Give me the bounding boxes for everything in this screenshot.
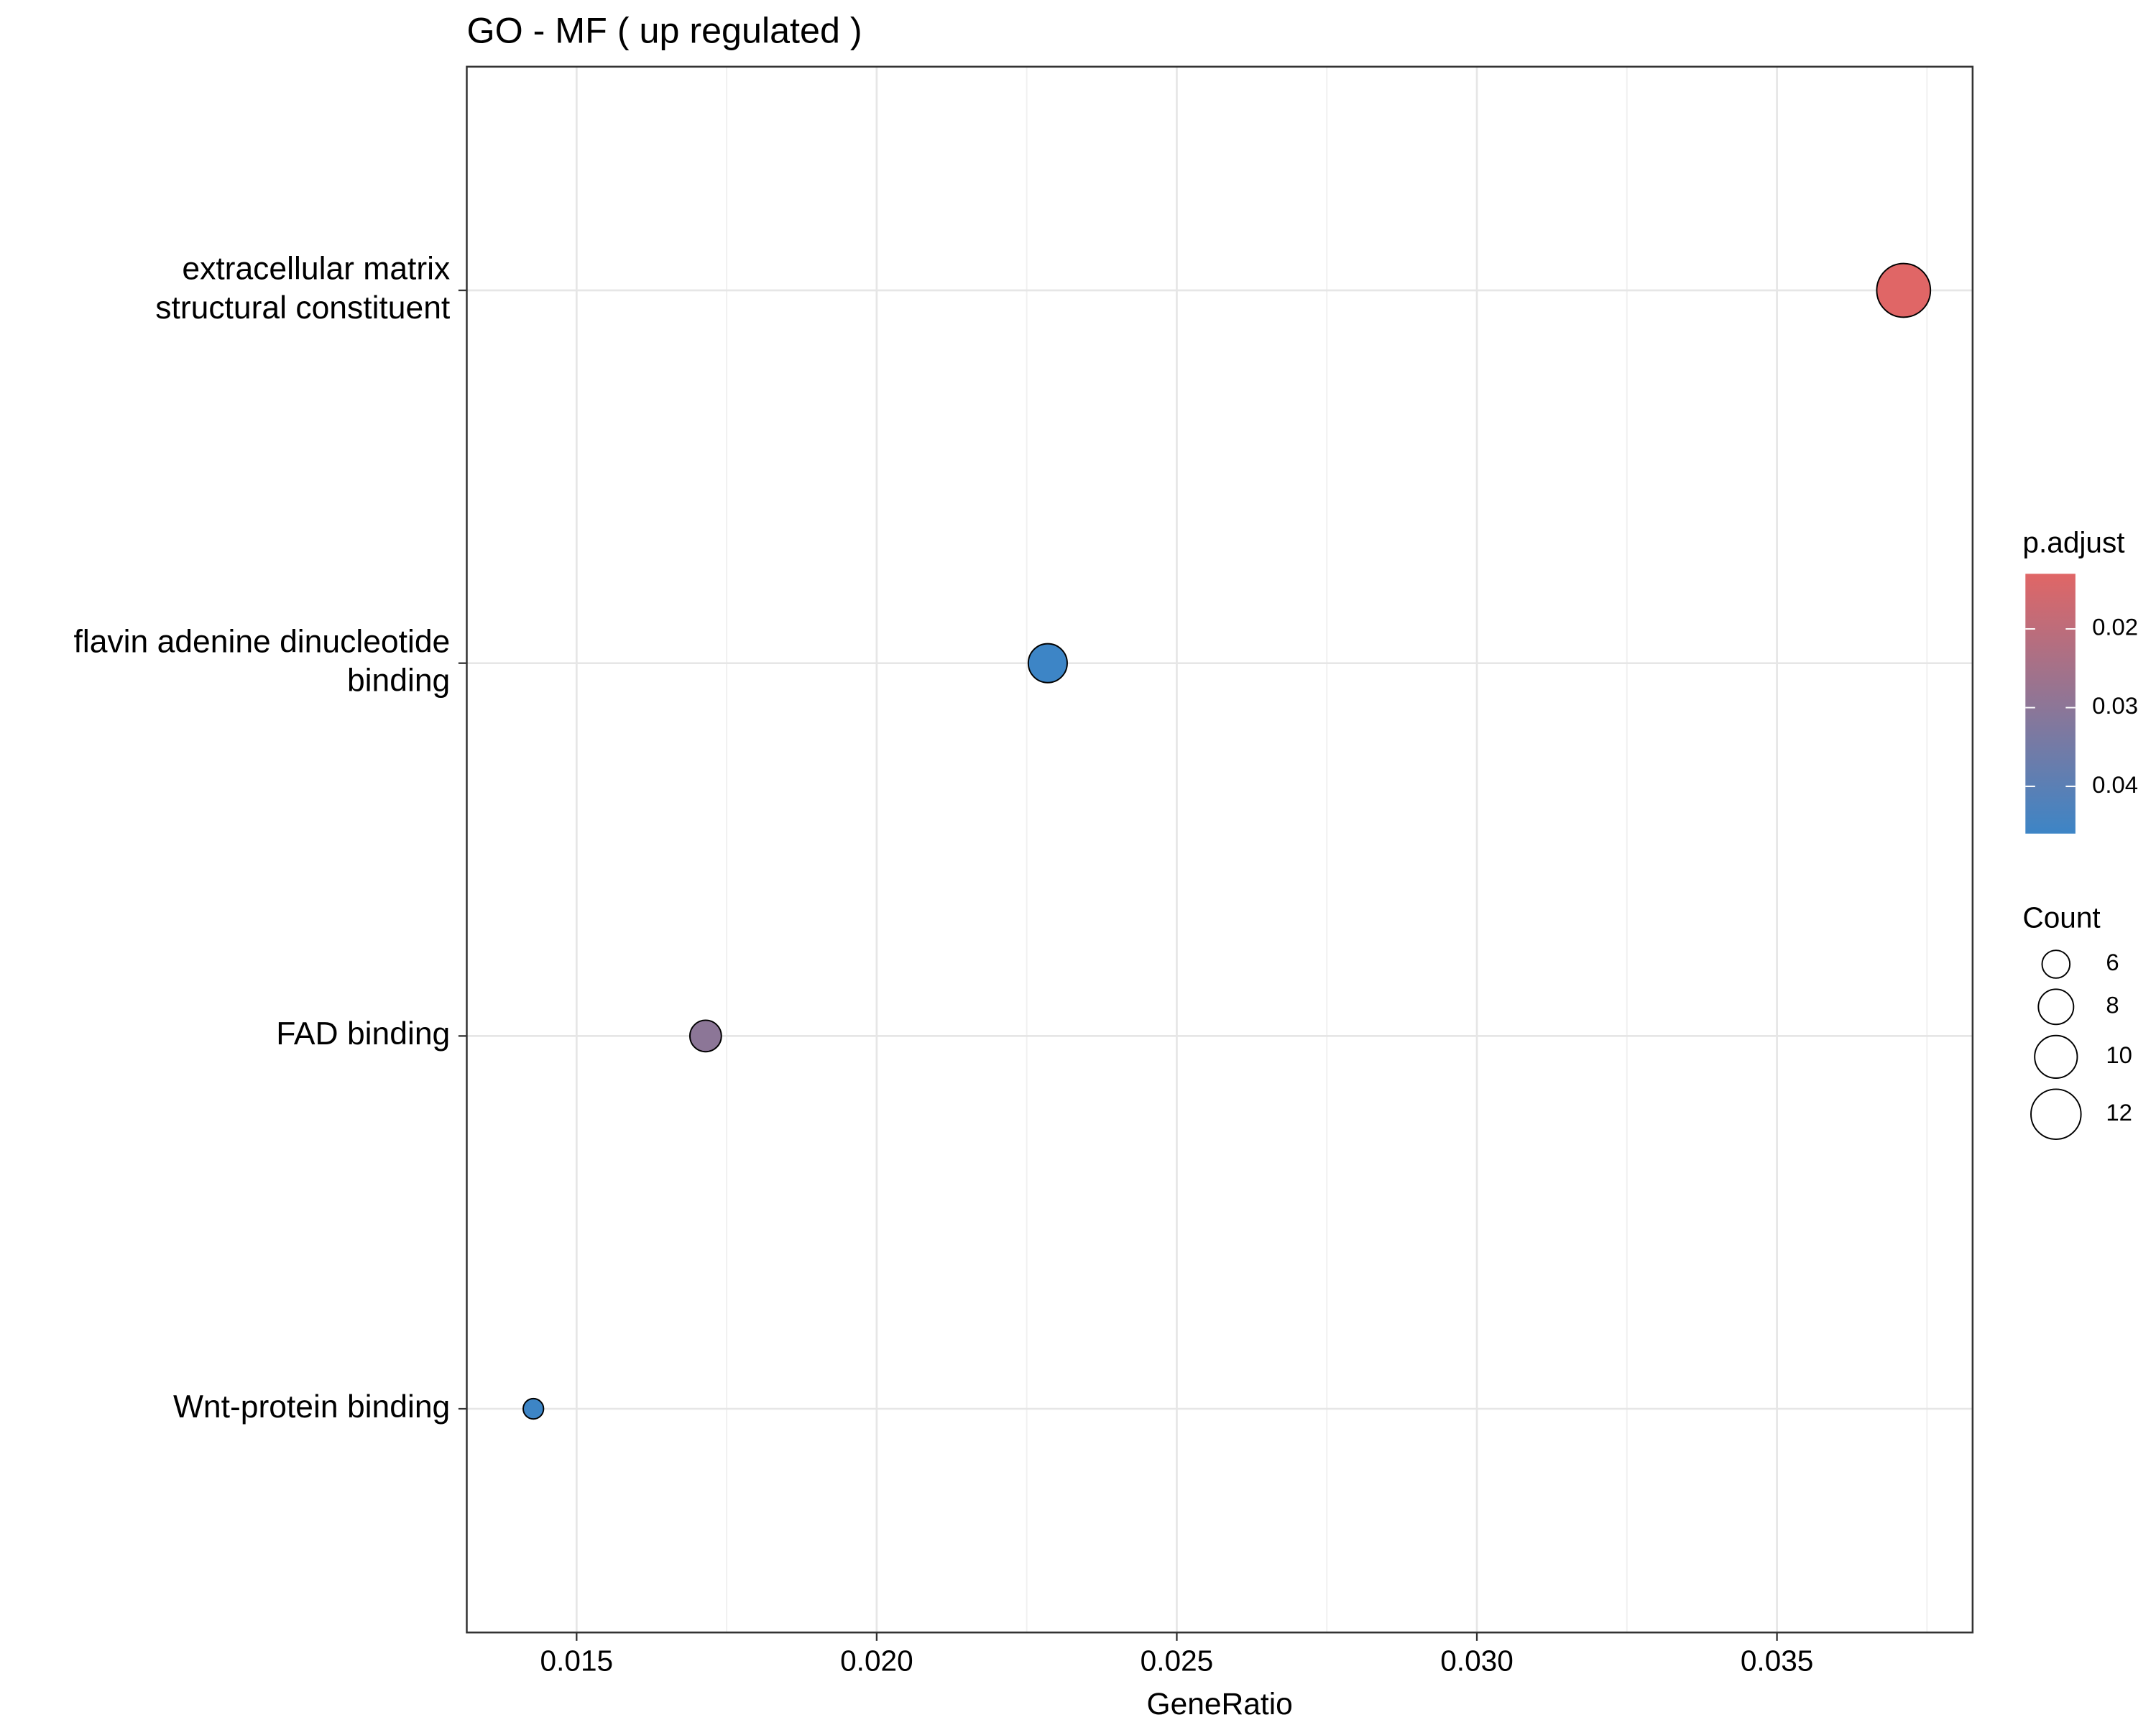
dot <box>1027 643 1068 684</box>
y-tick-label: flavin adenine dinucleotide <box>74 624 451 659</box>
size-legend-label: 8 <box>2106 991 2119 1018</box>
size-legend-label: 12 <box>2106 1099 2132 1126</box>
x-axis-label: GeneRatio <box>1147 1688 1293 1721</box>
color-tick-label: 0.04 <box>2092 771 2138 798</box>
size-legend-label: 10 <box>2106 1041 2132 1068</box>
color-bar <box>2025 574 2076 834</box>
plot-border <box>466 65 1974 1634</box>
dot <box>1876 262 1932 318</box>
size-legend-key <box>2030 1088 2082 1141</box>
x-tick-label: 0.015 <box>540 1644 614 1678</box>
size-legend-key <box>2037 988 2075 1026</box>
chart-title: GO - MF ( up regulated ) <box>466 11 862 51</box>
y-tick-label: binding <box>347 663 450 698</box>
size-legend-key <box>2041 949 2071 979</box>
color-tick-label: 0.03 <box>2092 692 2138 719</box>
x-tick-label: 0.020 <box>840 1644 913 1678</box>
color-legend-title: p.adjust <box>2022 525 2124 558</box>
size-legend-label: 6 <box>2106 949 2119 975</box>
size-legend-title: Count <box>2022 901 2100 934</box>
y-tick-label: FAD binding <box>276 1016 450 1052</box>
size-legend-key <box>2034 1034 2078 1079</box>
y-tick-label: Wnt-protein binding <box>173 1389 450 1425</box>
dot <box>522 1397 545 1420</box>
y-tick-label: extracellular matrix <box>182 252 450 287</box>
x-tick-label: 0.035 <box>1741 1644 1814 1678</box>
dot <box>688 1019 722 1053</box>
y-tick-label: structural constituent <box>155 290 451 326</box>
color-tick-label: 0.02 <box>2092 614 2138 640</box>
x-tick-label: 0.030 <box>1440 1644 1514 1678</box>
x-tick-label: 0.025 <box>1141 1644 1214 1678</box>
